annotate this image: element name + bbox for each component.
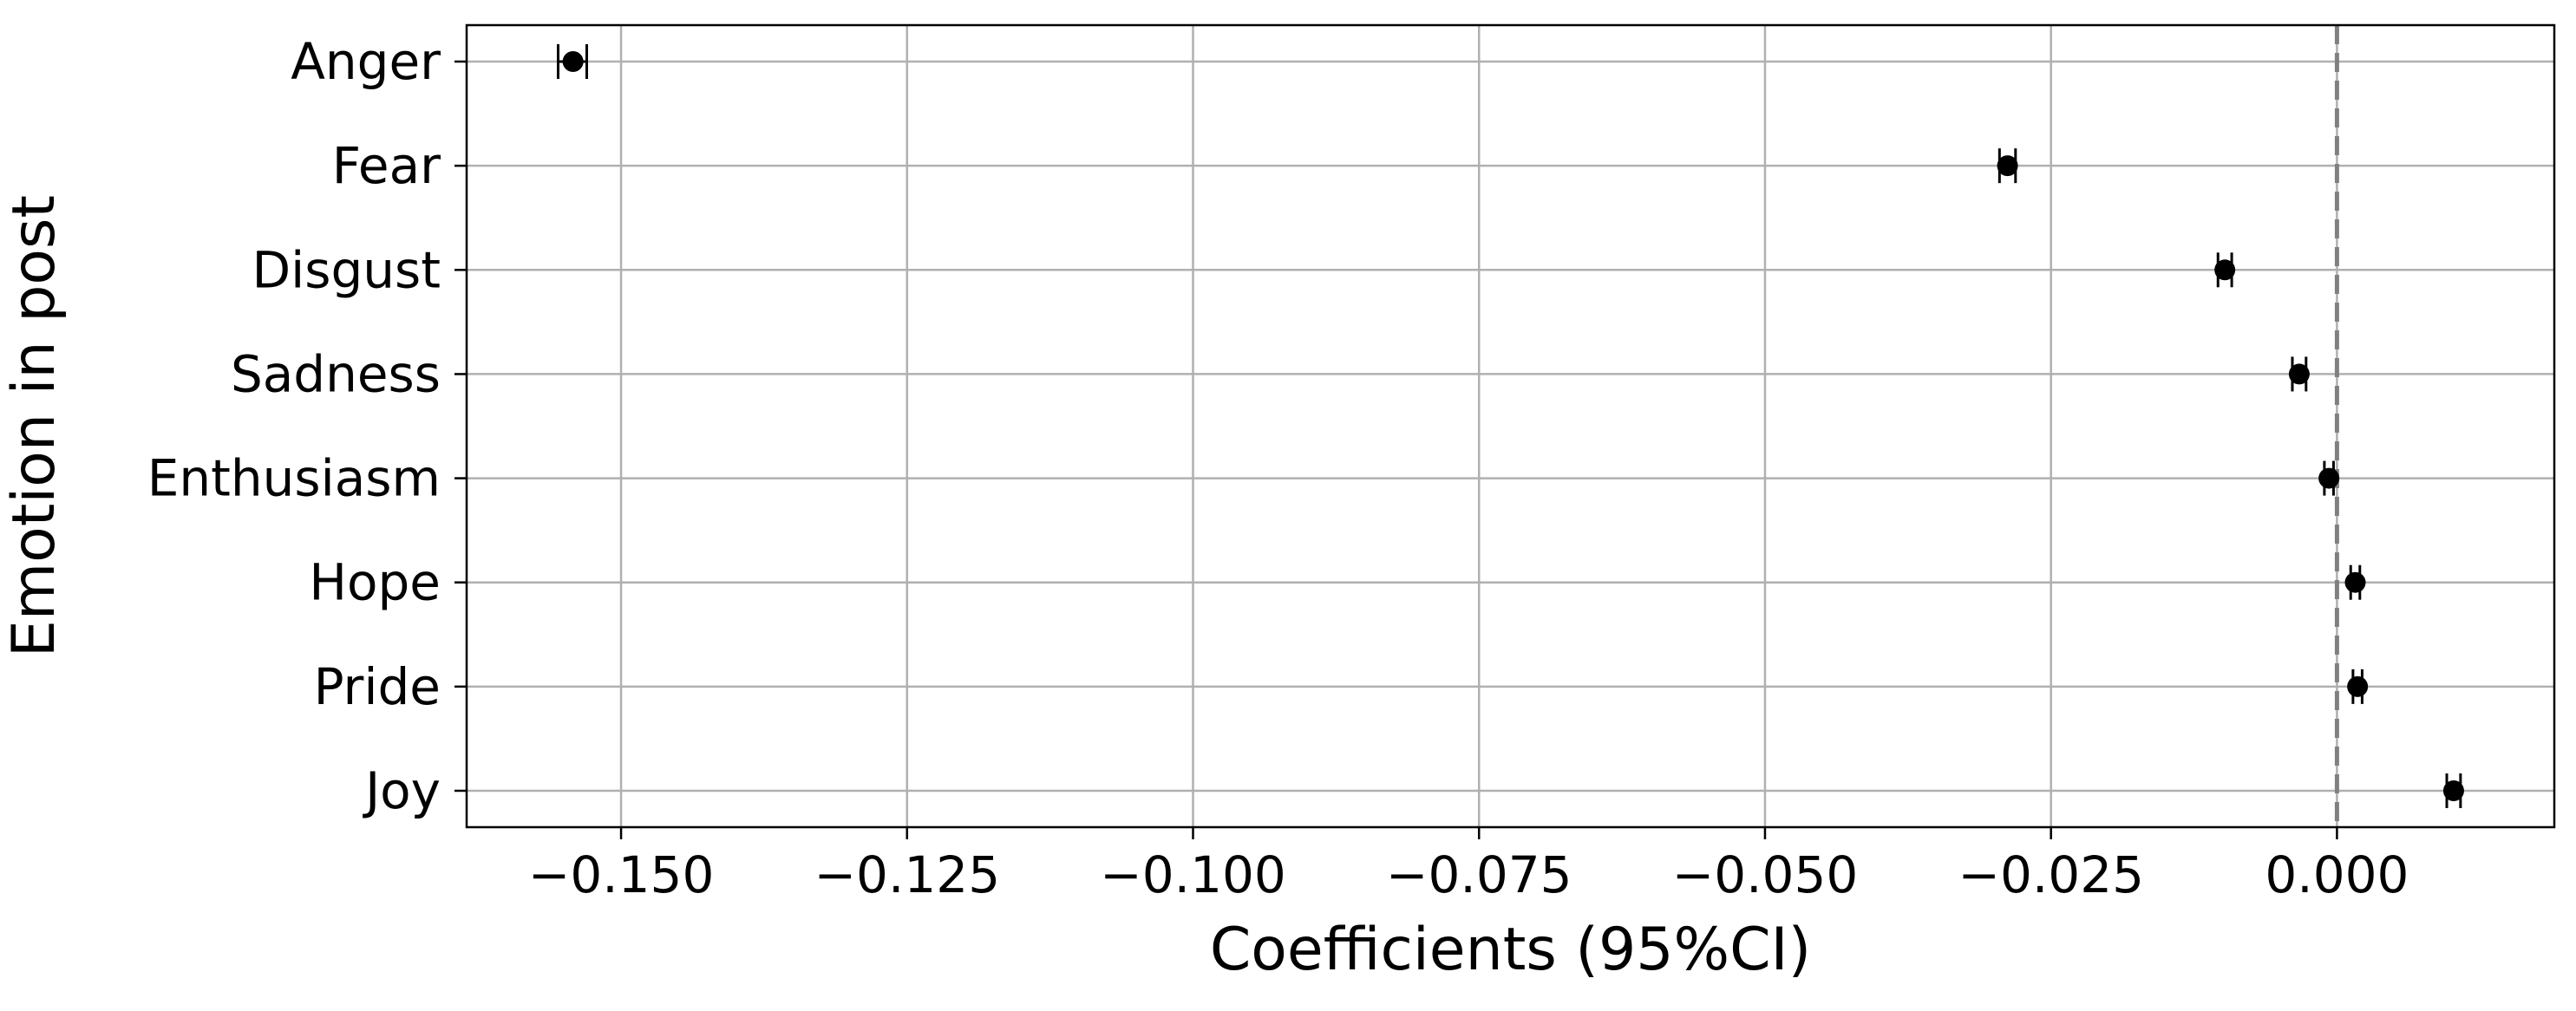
point-hope bbox=[2344, 571, 2366, 593]
x-tick-label: −0.025 bbox=[1958, 845, 2144, 904]
y-tick-label-hope: Hope bbox=[309, 553, 441, 612]
y-axis-title: Emotion in post bbox=[0, 195, 69, 657]
y-tick-label-pride: Pride bbox=[314, 657, 441, 716]
point-disgust bbox=[2214, 259, 2236, 281]
y-tick-label-disgust: Disgust bbox=[252, 240, 441, 299]
x-axis-title: Coefficients (95%CI) bbox=[1210, 916, 1811, 984]
x-tick-label: −0.050 bbox=[1672, 845, 1859, 904]
grid-lines bbox=[467, 25, 2554, 827]
y-tick-label-fear: Fear bbox=[332, 136, 441, 195]
error-bars bbox=[557, 44, 2462, 808]
x-tick-label: −0.125 bbox=[814, 845, 1000, 904]
x-tick-label: −0.075 bbox=[1386, 845, 1572, 904]
y-tick-label-enthusiasm: Enthusiasm bbox=[147, 449, 441, 508]
point-sadness bbox=[2288, 363, 2310, 385]
point-fear bbox=[1997, 155, 2018, 177]
point-joy bbox=[2442, 780, 2464, 801]
point-enthusiasm bbox=[2318, 467, 2340, 489]
x-tick-label: −0.150 bbox=[528, 845, 715, 904]
x-axis-ticks: −0.150 −0.125 −0.100 −0.075 −0.050 −0.025 0.00… bbox=[528, 827, 2409, 904]
y-axis-ticks: Anger Fear Disgust Sadness Enthusiasm Hope Pri… bbox=[147, 32, 467, 820]
data-points bbox=[562, 51, 2464, 801]
point-anger bbox=[562, 51, 584, 72]
x-tick-label: −0.100 bbox=[1100, 845, 1286, 904]
x-tick-label: 0.000 bbox=[2265, 845, 2409, 904]
point-pride bbox=[2347, 675, 2369, 697]
plot-frame bbox=[465, 23, 2556, 829]
y-tick-label-sadness: Sadness bbox=[231, 344, 441, 403]
y-tick-label-joy: Joy bbox=[363, 761, 441, 820]
y-tick-label-anger: Anger bbox=[291, 32, 441, 91]
